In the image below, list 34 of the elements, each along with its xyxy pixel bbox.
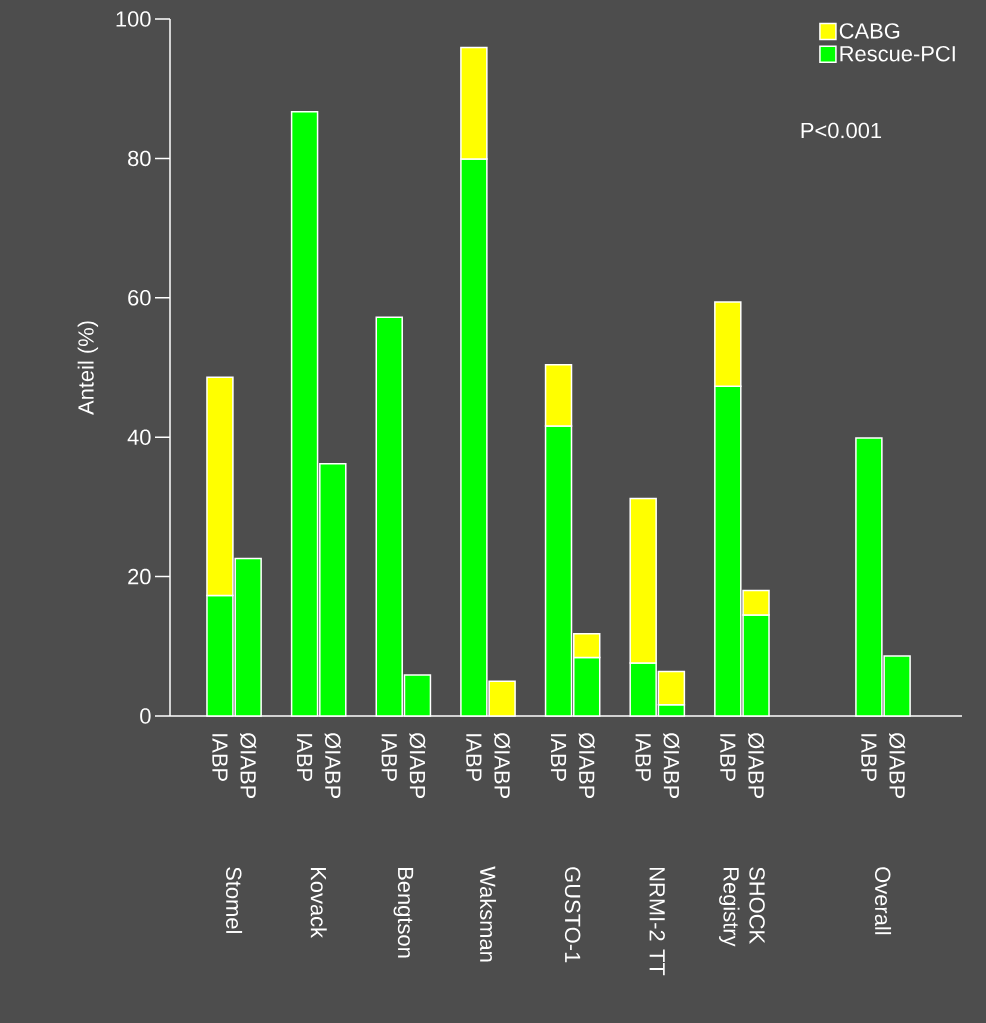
x-tick-label: ØIABP bbox=[747, 732, 765, 799]
y-tick-label: 80 bbox=[128, 150, 151, 167]
text: Overall bbox=[874, 867, 892, 935]
text: Bengtson bbox=[393, 868, 414, 958]
x-tick-label: IABP bbox=[550, 734, 567, 781]
x-tick-label: IABP bbox=[466, 734, 482, 781]
x-tick-label: IABP bbox=[635, 734, 651, 781]
x-tick-label: ØIABP bbox=[240, 732, 257, 799]
y-axis-title: Anteil (%) bbox=[77, 321, 99, 415]
x-tick-label: IABP bbox=[212, 734, 228, 781]
text: Kovack bbox=[310, 868, 327, 939]
legend-label: CABG bbox=[839, 23, 900, 39]
x-tick-label: ØIABP bbox=[578, 732, 595, 799]
x-tick-label: IABP bbox=[381, 734, 397, 781]
x-tick-label: IABP bbox=[861, 734, 877, 781]
y-tick-label: 0 bbox=[140, 708, 151, 724]
x-tick-label: ØIABP bbox=[493, 732, 511, 799]
text: NRMI-2 TT bbox=[649, 868, 665, 976]
x-tick-label: IABP bbox=[720, 734, 736, 781]
text: SHOCK Registry bbox=[719, 867, 765, 947]
legend-label: Rescue-PCI bbox=[840, 45, 955, 62]
x-tick-label: ØIABP bbox=[663, 732, 680, 799]
y-tick-label: 60 bbox=[128, 290, 151, 306]
y-tick-label: 20 bbox=[128, 568, 151, 585]
x-tick-label: ØIABP bbox=[888, 732, 906, 799]
text: Waksman bbox=[479, 866, 497, 962]
x-tick-label: ØIABP bbox=[409, 732, 426, 799]
annotation: P<0.001 bbox=[801, 122, 882, 139]
text: Stomel bbox=[226, 867, 243, 933]
text: GUSTO-1 bbox=[564, 867, 581, 963]
y-tick-label: 100 bbox=[116, 11, 151, 27]
x-tick-label: IABP bbox=[297, 734, 313, 781]
x-tick-label: ØIABP bbox=[324, 732, 341, 799]
y-tick-label: 40 bbox=[127, 429, 151, 445]
